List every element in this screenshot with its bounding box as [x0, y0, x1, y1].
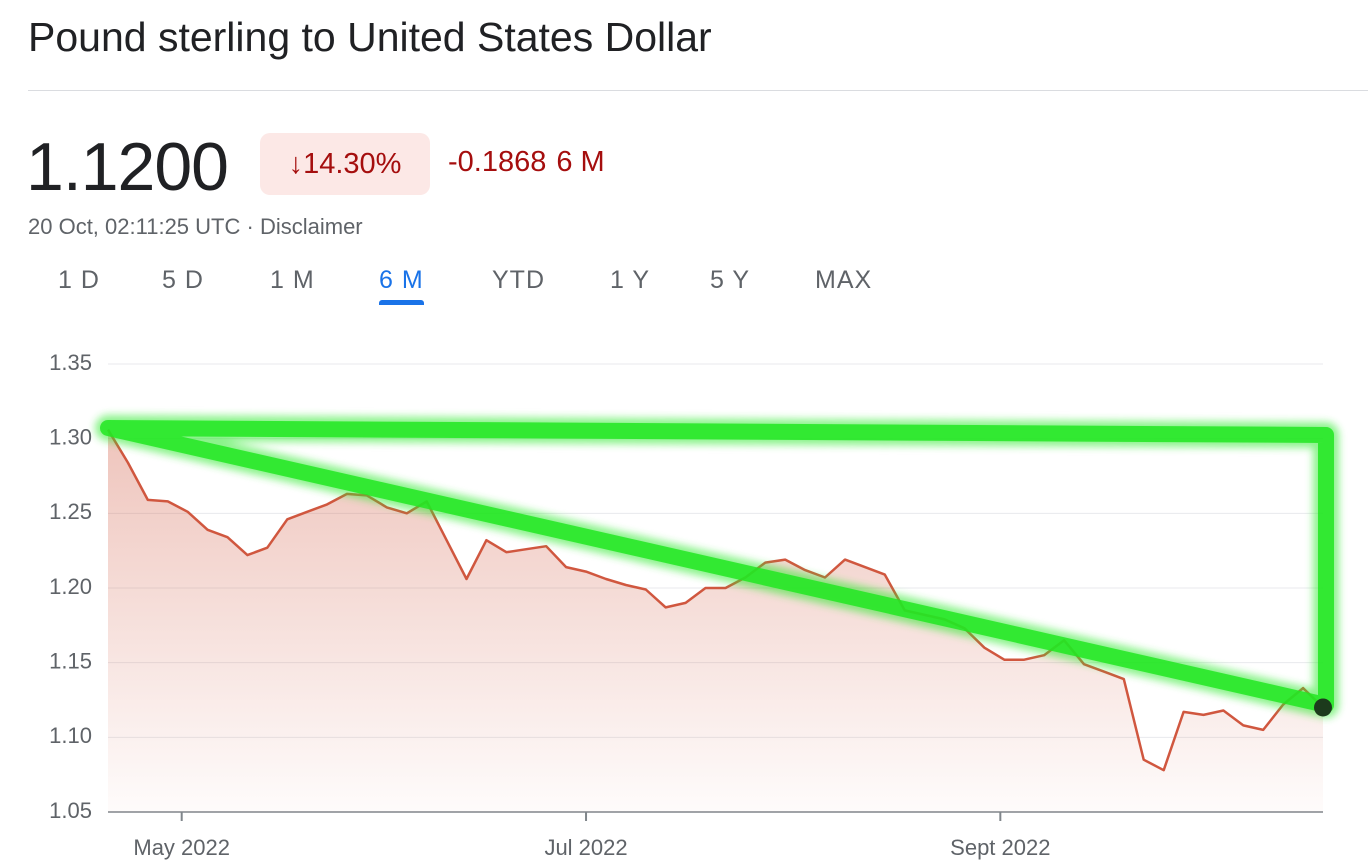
disclaimer[interactable]: Disclaimer [259, 214, 363, 239]
annotation-stroke [100, 420, 1334, 713]
x-tick-label: Jul 2022 [544, 835, 627, 860]
x-tick-label: May 2022 [133, 835, 230, 860]
range-tab[interactable]: 5 Y [710, 266, 751, 294]
y-tick-label: 1.15 [49, 648, 92, 673]
change-value: -0.1868 [448, 146, 547, 178]
change-percent: ↓14.30% [260, 133, 430, 195]
page-title: Pound sterling to United States Dollar [28, 14, 712, 60]
last-point [1314, 698, 1332, 717]
range-tabs: 1 D 5 D 1 M 6 M YTD 1 Y 5 Y MAX [0, 266, 1000, 310]
range-tab[interactable]: 1 D [58, 266, 100, 294]
price-line [106, 429, 1324, 772]
y-tick-label: 1.35 [49, 350, 92, 375]
timestamp-line: 20 Oct, 02:11:25 UTC · Disclaimer [28, 214, 363, 240]
y-tick-label: 1.25 [49, 499, 92, 524]
price: 1.1200 [26, 129, 229, 205]
annotation [95, 415, 1339, 718]
range-tab[interactable]: 6 M [379, 266, 424, 305]
range-tab[interactable]: 1 M [270, 266, 315, 294]
y-tick-label: 1.20 [49, 574, 92, 599]
x-tick-label: Sept 2022 [950, 835, 1050, 860]
y-tick-label: 1.10 [49, 723, 92, 748]
range-tab[interactable]: YTD [492, 266, 545, 294]
change-period: 6 M [556, 146, 605, 178]
separator: · [246, 214, 254, 239]
range-tab[interactable]: 1 Y [610, 266, 651, 294]
area-fill [108, 429, 1323, 812]
timestamp: 20 Oct, 02:11:25 UTC [28, 214, 241, 239]
change: -0.1868 6 M [448, 146, 615, 179]
y-tick-label: 1.05 [49, 798, 92, 823]
range-tab[interactable]: 5 D [162, 266, 204, 294]
y-tick-label: 1.30 [49, 424, 92, 449]
range-tab[interactable]: MAX [815, 266, 873, 294]
divider [28, 90, 1368, 91]
